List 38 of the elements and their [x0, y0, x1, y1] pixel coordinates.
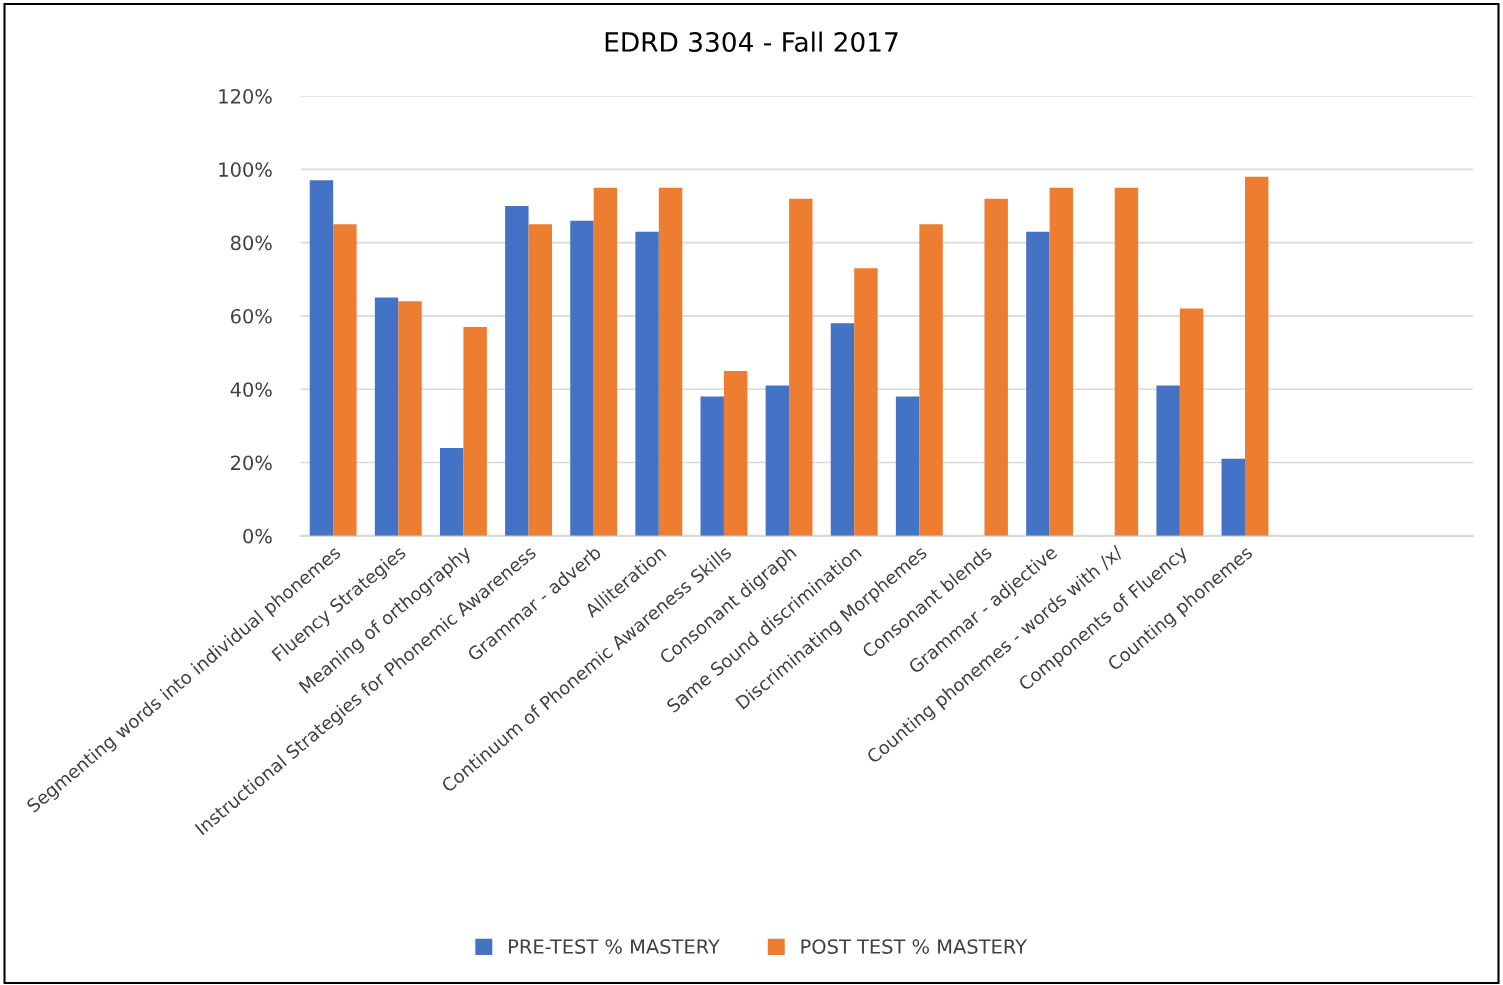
- bar: [439, 447, 464, 536]
- bar: [919, 224, 943, 536]
- y-tick-label: 60%: [230, 308, 272, 324]
- bar: [635, 231, 659, 536]
- bar: [1049, 187, 1074, 536]
- bar: [984, 198, 1008, 536]
- y-tick-label: 0%: [243, 528, 272, 544]
- bar: [570, 220, 594, 536]
- bar: [374, 297, 399, 536]
- bar: [658, 187, 683, 536]
- legend-label: POST TEST % MASTERY: [801, 939, 1028, 954]
- bar: [1114, 187, 1139, 536]
- y-tick-label: 120%: [219, 88, 272, 104]
- bar: [1026, 231, 1050, 536]
- bar: [765, 385, 790, 536]
- y-tick-label: 100%: [219, 162, 272, 177]
- bar: [1156, 385, 1180, 536]
- bar: [398, 301, 422, 536]
- bar: [723, 370, 748, 536]
- chart-title: EDRD 3304 - Fall 2017: [605, 31, 898, 52]
- bar: [528, 224, 552, 536]
- bar: [505, 205, 529, 536]
- bar: [1244, 176, 1269, 536]
- bar: [830, 323, 855, 536]
- bar: [333, 224, 357, 536]
- bar: [1221, 458, 1245, 536]
- y-tick-label: 20%: [231, 455, 272, 471]
- bar: [463, 326, 487, 536]
- y-tick-label: 40%: [230, 382, 272, 397]
- bar: [854, 268, 878, 536]
- bar: [593, 187, 618, 536]
- bar: [789, 198, 813, 536]
- bar: [895, 396, 920, 536]
- bar: [1179, 308, 1204, 536]
- legend-label: PRE-TEST % MASTERY: [509, 939, 720, 954]
- y-tick-label: 80%: [230, 235, 272, 251]
- bar: [309, 180, 334, 536]
- bar: [700, 396, 724, 536]
